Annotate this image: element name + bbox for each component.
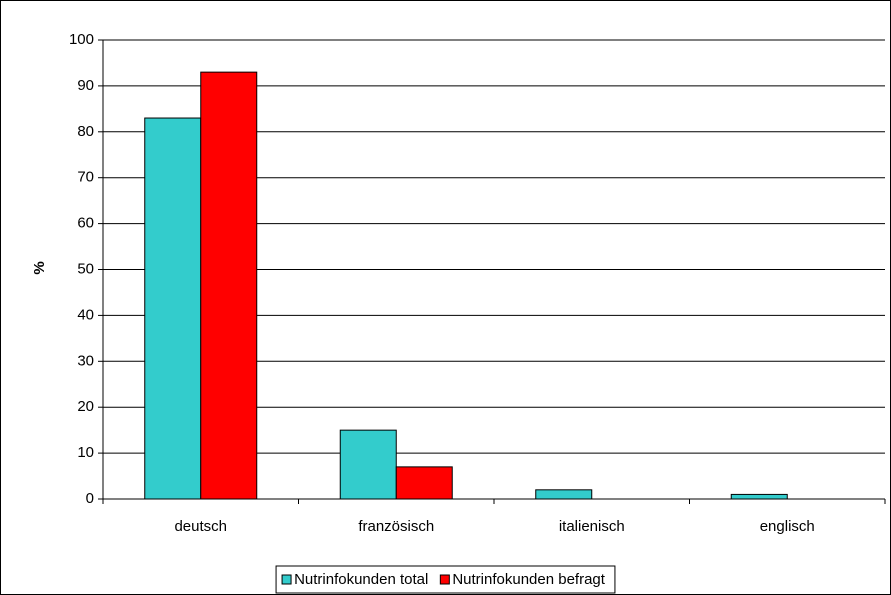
x-tick-label: italienisch bbox=[559, 518, 625, 535]
y-tick-label: 100 bbox=[69, 31, 94, 48]
bar bbox=[144, 117, 202, 500]
legend-label: Nutrinfokunden total bbox=[294, 571, 428, 588]
y-tick-label: 50 bbox=[77, 260, 94, 277]
bar bbox=[395, 466, 453, 500]
y-tick-label: 80 bbox=[77, 123, 94, 140]
legend-label: Nutrinfokunden befragt bbox=[452, 571, 605, 588]
y-tick-label: 90 bbox=[77, 77, 94, 94]
y-axis-label: % bbox=[31, 261, 48, 274]
x-tick-label: englisch bbox=[760, 518, 815, 535]
x-tick-label: französisch bbox=[358, 518, 434, 535]
y-tick-label: 0 bbox=[86, 490, 94, 507]
y-tick-label: 30 bbox=[77, 352, 94, 369]
x-tick-label: deutsch bbox=[174, 518, 227, 535]
y-tick-label: 40 bbox=[77, 306, 94, 323]
bar bbox=[339, 429, 397, 500]
legend-swatch bbox=[281, 574, 292, 585]
bar bbox=[200, 71, 258, 500]
y-tick-label: 10 bbox=[77, 444, 94, 461]
bar bbox=[730, 493, 788, 500]
y-tick-label: 60 bbox=[77, 215, 94, 232]
bar bbox=[535, 489, 593, 500]
y-tick-label: 20 bbox=[77, 398, 94, 415]
legend-swatch bbox=[439, 574, 450, 585]
y-tick-label: 70 bbox=[77, 169, 94, 186]
